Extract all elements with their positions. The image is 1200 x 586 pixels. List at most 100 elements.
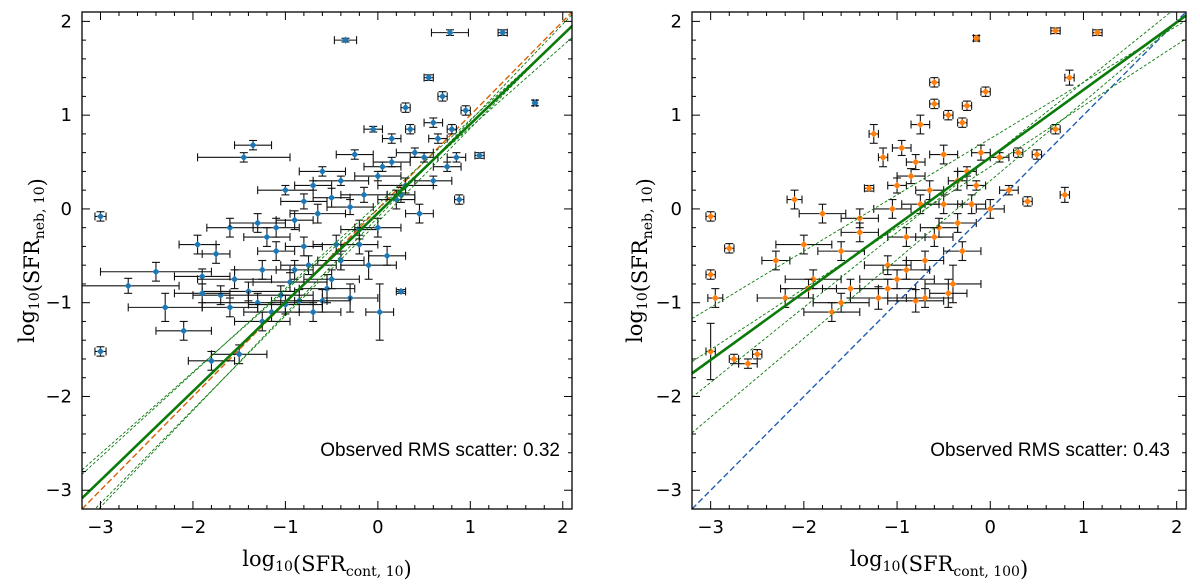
data-point[interactable] bbox=[902, 266, 910, 274]
data-point[interactable] bbox=[448, 125, 456, 133]
data-point[interactable] bbox=[230, 275, 239, 283]
data-point[interactable] bbox=[309, 181, 317, 190]
data-point[interactable] bbox=[977, 149, 985, 157]
data-point[interactable] bbox=[337, 256, 345, 265]
data-point[interactable] bbox=[921, 256, 929, 265]
data-point[interactable] bbox=[397, 287, 405, 296]
data-point[interactable] bbox=[898, 144, 906, 152]
data-point[interactable] bbox=[388, 134, 396, 143]
data-point[interactable] bbox=[944, 111, 952, 119]
data-point[interactable] bbox=[415, 210, 424, 218]
data-point[interactable] bbox=[446, 29, 454, 37]
data-point[interactable] bbox=[944, 289, 952, 297]
data-point[interactable] bbox=[383, 252, 391, 260]
data-point[interactable] bbox=[1051, 27, 1060, 35]
data-point[interactable] bbox=[286, 278, 294, 286]
data-point[interactable] bbox=[907, 172, 915, 180]
data-point[interactable] bbox=[401, 104, 410, 112]
data-point[interactable] bbox=[1005, 186, 1013, 194]
data-point[interactable] bbox=[940, 200, 948, 208]
data-point[interactable] bbox=[438, 92, 447, 100]
data-point[interactable] bbox=[744, 360, 752, 368]
data-point[interactable] bbox=[707, 270, 715, 279]
data-point[interactable] bbox=[443, 163, 451, 171]
data-point[interactable] bbox=[475, 151, 484, 160]
data-point[interactable] bbox=[1023, 197, 1032, 206]
data-point[interactable] bbox=[300, 197, 308, 206]
data-point[interactable] bbox=[420, 153, 428, 161]
data-point[interactable] bbox=[940, 150, 948, 159]
data-point[interactable] bbox=[884, 285, 892, 293]
data-point[interactable] bbox=[388, 158, 396, 166]
data-point[interactable] bbox=[300, 242, 308, 251]
data-point[interactable] bbox=[1093, 29, 1102, 37]
data-point[interactable] bbox=[995, 153, 1004, 161]
data-point[interactable] bbox=[198, 272, 206, 281]
data-point[interactable] bbox=[790, 195, 799, 204]
data-point[interactable] bbox=[376, 308, 384, 316]
data-point[interactable] bbox=[263, 233, 271, 241]
data-point[interactable] bbox=[272, 247, 280, 255]
data-point[interactable] bbox=[281, 300, 289, 309]
data-point[interactable] bbox=[267, 308, 276, 316]
data-point[interactable] bbox=[452, 153, 461, 161]
data-point[interactable] bbox=[888, 205, 896, 213]
data-point[interactable] bbox=[772, 256, 780, 265]
data-point[interactable] bbox=[916, 120, 924, 129]
data-point[interactable] bbox=[429, 119, 437, 127]
data-point[interactable] bbox=[753, 350, 761, 358]
data-point[interactable] bbox=[281, 186, 289, 194]
data-point[interactable] bbox=[837, 299, 845, 307]
data-point[interactable] bbox=[434, 134, 442, 143]
data-point[interactable] bbox=[968, 200, 976, 208]
data-point[interactable] bbox=[1033, 150, 1041, 159]
data-point[interactable] bbox=[314, 210, 322, 218]
data-point[interactable] bbox=[986, 205, 994, 213]
data-point[interactable] bbox=[879, 153, 887, 161]
data-point[interactable] bbox=[406, 125, 414, 133]
data-point[interactable] bbox=[258, 266, 266, 274]
data-point[interactable] bbox=[328, 194, 336, 202]
data-point[interactable] bbox=[152, 268, 160, 276]
data-point[interactable] bbox=[781, 294, 789, 302]
data-point[interactable] bbox=[870, 130, 878, 138]
data-point[interactable] bbox=[272, 224, 280, 232]
data-point[interactable] bbox=[351, 150, 359, 159]
data-point[interactable] bbox=[707, 347, 715, 356]
data-point[interactable] bbox=[893, 181, 901, 190]
data-point[interactable] bbox=[425, 74, 433, 82]
data-point[interactable] bbox=[1014, 149, 1022, 157]
data-point[interactable] bbox=[337, 177, 345, 185]
data-point[interactable] bbox=[180, 327, 188, 335]
data-point[interactable] bbox=[207, 357, 216, 365]
data-point[interactable] bbox=[972, 181, 980, 190]
data-point[interactable] bbox=[365, 261, 373, 269]
data-point[interactable] bbox=[374, 172, 382, 180]
data-point[interactable] bbox=[161, 303, 169, 311]
data-point[interactable] bbox=[1065, 74, 1074, 82]
data-point[interactable] bbox=[193, 240, 202, 249]
data-point[interactable] bbox=[332, 240, 340, 249]
data-point[interactable] bbox=[369, 125, 377, 133]
data-point[interactable] bbox=[874, 294, 883, 302]
data-point[interactable] bbox=[809, 275, 817, 283]
data-point[interactable] bbox=[341, 36, 350, 44]
data-point[interactable] bbox=[531, 99, 539, 107]
data-point[interactable] bbox=[846, 285, 855, 293]
data-point[interactable] bbox=[800, 240, 808, 249]
data-point[interactable] bbox=[837, 247, 845, 255]
data-point[interactable] bbox=[711, 294, 719, 302]
data-point[interactable] bbox=[226, 303, 234, 311]
data-point[interactable] bbox=[930, 233, 938, 241]
data-point[interactable] bbox=[958, 247, 966, 255]
data-point[interactable] bbox=[249, 141, 257, 149]
data-point[interactable] bbox=[1051, 125, 1060, 133]
data-point[interactable] bbox=[912, 158, 920, 166]
data-point[interactable] bbox=[240, 153, 248, 161]
data-point[interactable] bbox=[828, 308, 836, 316]
data-point[interactable] bbox=[309, 308, 317, 316]
data-point[interactable] bbox=[865, 184, 873, 192]
data-point[interactable] bbox=[963, 102, 971, 110]
data-point[interactable] bbox=[958, 119, 966, 127]
data-point[interactable] bbox=[318, 167, 326, 176]
